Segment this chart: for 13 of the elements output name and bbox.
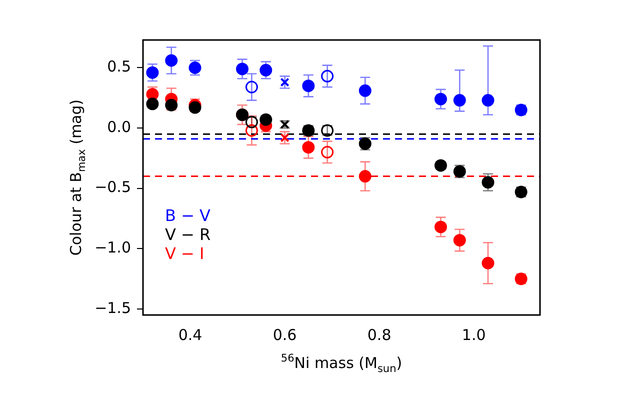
y-tick-label: −1.5 (94, 298, 131, 317)
x-tick-label: 0.8 (367, 326, 392, 344)
y-tick-label: 0.5 (107, 58, 131, 76)
x-tick-label: 1.0 (462, 326, 486, 344)
x-tick-label: 0.4 (178, 326, 202, 344)
text: B − V (165, 206, 211, 226)
x-tick-label: 0.6 (272, 326, 297, 344)
text: V − I (165, 244, 204, 264)
y-tick-label: 0.0 (107, 118, 131, 136)
y-axis-title: Colour at Bmax (mag) (66, 99, 88, 256)
y-tick-label: −1.0 (94, 238, 131, 257)
text: V − R (165, 225, 211, 244)
y-tick-label: −0.5 (94, 178, 131, 196)
